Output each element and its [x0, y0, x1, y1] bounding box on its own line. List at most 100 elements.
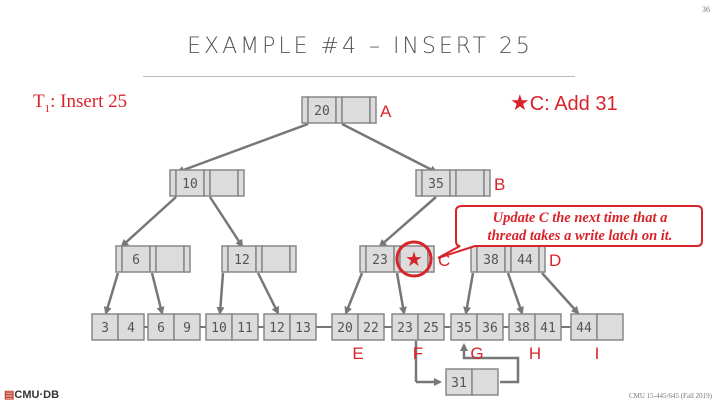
edge-a-l1a — [176, 122, 309, 174]
node-C-cell-1 — [399, 245, 429, 273]
slide-title: EXAMPLE #4 – INSERT 25 — [187, 34, 533, 59]
edge-l2a-leaf2 — [150, 272, 165, 315]
leaf-node: 44I — [570, 313, 624, 363]
node-D-cell-1 — [510, 245, 540, 273]
node-L1a-cell-1 — [209, 169, 239, 197]
leaf-key: 20 — [337, 321, 353, 336]
edge-d-leafI — [541, 272, 580, 315]
leaf-key: 12 — [269, 321, 285, 336]
leaf-key: 10 — [211, 321, 227, 336]
course-label: CMU 15-445/645 (Fall 2019) — [628, 392, 712, 400]
edge-l1a-l2b — [208, 196, 244, 248]
leaf-node: 23 25F — [391, 313, 451, 363]
leaf-node: 12 13 — [263, 313, 332, 341]
star-marker-icon: ★ — [405, 249, 423, 271]
node-D-cell-0 — [476, 245, 506, 273]
edge-c-leafE — [344, 272, 364, 315]
node-D-key-1: 44 — [517, 253, 533, 268]
node-A-key-0: 20 — [314, 104, 330, 119]
leaf-node: 35 36 G — [450, 313, 509, 363]
slide-number: 36 — [702, 5, 710, 14]
node-B: 35 B — [415, 169, 505, 197]
node-label-A: A — [380, 102, 392, 121]
node-A-cell-0 — [307, 96, 337, 124]
node-L2b-key-0: 12 — [234, 253, 250, 268]
node-L2b-cell-1 — [261, 245, 291, 273]
overflow-leaf-key: 31 — [451, 376, 467, 391]
node-L1a: 10 — [169, 169, 245, 197]
edge-b-c — [378, 196, 437, 248]
logo-text: CMU·DB — [14, 389, 60, 401]
callout-line-1: Update C the next time that a — [493, 210, 668, 226]
leaf-key: 38 — [514, 321, 530, 336]
leaf-label-F: F — [413, 344, 423, 363]
pending-change-note: ★C: Add 31 — [510, 90, 618, 116]
node-D: 38 44 D — [470, 245, 561, 273]
txn-name: T — [33, 91, 45, 112]
node-label-B: B — [494, 175, 505, 194]
node-L2a-key-0: 6 — [132, 253, 140, 268]
cmu-db-logo: ▤CMU·DB — [4, 388, 59, 401]
edge-overflow-leafG — [460, 343, 520, 384]
db-icon: ▤ — [4, 389, 15, 401]
title-divider — [143, 76, 575, 77]
node-L2a: 6 — [115, 245, 191, 273]
leaf-key: 4 — [127, 321, 135, 336]
node-A-cell-1 — [341, 96, 371, 124]
leaf-key: 35 — [456, 321, 472, 336]
node-B-cell-1 — [455, 169, 485, 197]
node-L1a-cell-0 — [175, 169, 205, 197]
leaf-key: 9 — [183, 321, 191, 336]
leaf-label-G: G — [470, 344, 483, 363]
node-L1a-key-0: 10 — [182, 177, 198, 192]
txn-subscript: 1 — [44, 102, 51, 115]
node-L2b: 12 — [221, 245, 297, 273]
leaf-key: 23 — [397, 321, 413, 336]
leaf-key: 41 — [540, 321, 556, 336]
node-C: 23 ★ C — [359, 245, 450, 273]
transaction-label: T1: Insert 25 — [33, 91, 127, 115]
leaf-key: 3 — [101, 321, 109, 336]
node-D-key-0: 38 — [483, 253, 499, 268]
leaf-key: 6 — [157, 321, 165, 336]
leaf-key: 22 — [363, 321, 379, 336]
leaf-key: 25 — [423, 321, 439, 336]
edge-l1a-l2a — [120, 196, 177, 248]
edge-l2b-leaf3 — [216, 272, 225, 315]
leaf-label-H: H — [529, 344, 541, 363]
leaf-key: 11 — [237, 321, 253, 336]
tree-edges — [103, 122, 580, 386]
star-icon: ★ — [510, 90, 530, 115]
edge-l2a-leaf1 — [103, 272, 120, 315]
edge-a-b — [341, 122, 438, 174]
leaf-key: 13 — [295, 321, 311, 336]
highlight-circle — [395, 240, 433, 278]
callout-bubble: Update C the next time that a thread tak… — [437, 205, 703, 259]
node-L2a-cell-0 — [121, 245, 151, 273]
edge-d-leafG — [463, 272, 475, 315]
callout-shape — [437, 205, 703, 259]
leaf-key: 44 — [576, 321, 592, 336]
txn-action: : Insert 25 — [50, 91, 128, 112]
leaf-node: 10 11 — [205, 313, 264, 341]
leaf-node: 20 22E — [331, 313, 392, 363]
leaf-key: 36 — [482, 321, 498, 336]
pending-change-text: C: Add 31 — [529, 93, 618, 115]
edge-d-leafH — [506, 272, 524, 315]
overflow-leaf: 31 — [445, 368, 499, 396]
node-B-key-0: 35 — [428, 177, 444, 192]
edge-c-leafF — [395, 272, 407, 315]
node-C-key-0: 23 — [372, 253, 388, 268]
node-L2a-cell-1 — [155, 245, 185, 273]
leaf-node: 38 41 H — [508, 313, 571, 363]
leaf-label-I: I — [595, 344, 600, 363]
node-A: 20 A — [301, 96, 392, 124]
leaf-label-E: E — [352, 344, 363, 363]
node-label-D: D — [549, 251, 561, 270]
callout-line-2: thread takes a write latch on it. — [488, 228, 673, 244]
edge-l2b-leaf4 — [256, 272, 280, 315]
